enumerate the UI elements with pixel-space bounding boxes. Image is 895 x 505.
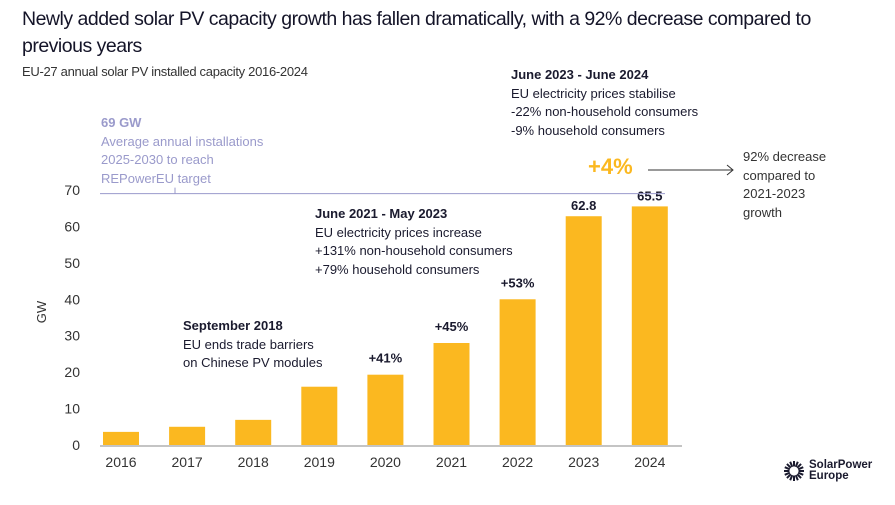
page-title: Newly added solar PV capacity growth has…: [22, 8, 811, 57]
y-tick-label: 30: [64, 328, 80, 344]
target-annotation: 69 GW Average annual installations 2025-…: [101, 114, 263, 188]
sep2018-annotation-title: September 2018: [183, 318, 283, 333]
jun2021-annotation-line: +131% non-household consumers: [315, 243, 513, 258]
target-annotation-line: 2025-2030 to reach: [101, 152, 214, 167]
target-annotation-line: REPowerEU target: [101, 170, 211, 186]
jun2023-annotation-line: -9% household consumers: [511, 122, 665, 138]
bar-2016: [103, 431, 139, 445]
x-tick-label: 2023: [568, 454, 599, 470]
y-tick-label: 70: [64, 182, 80, 198]
x-tick-label: 2022: [502, 454, 533, 470]
jun2021-annotation-line: +79% household consumers: [315, 261, 480, 277]
y-tick-label: 0: [72, 437, 80, 453]
target-annotation-line: Average annual installations: [101, 133, 264, 149]
jun2023-annotation: June 2023 - June 2024 EU electricity pri…: [511, 66, 698, 140]
bar-2019: [301, 386, 338, 445]
sep2018-annotation-line: on Chinese PV modules: [183, 355, 323, 370]
y-axis-label: GW: [34, 300, 49, 323]
jun2021-annotation: June 2021 - May 2023 EU electricity pric…: [315, 205, 513, 279]
data-label: +45%: [435, 319, 469, 334]
jun2021-annotation-line: EU electricity prices increase: [315, 224, 482, 240]
data-label: +53%: [501, 275, 535, 290]
decrease-annotation: 92% decrease compared to 2021-2023 growt…: [743, 148, 826, 222]
chart-subtitle: EU-27 annual solar PV installed capacity…: [22, 64, 308, 79]
bar-2024: [631, 206, 668, 445]
y-tick-label: 40: [64, 291, 80, 307]
x-tick-label: 2018: [238, 454, 269, 470]
y-tick-label: 50: [64, 255, 80, 271]
bar-2020: [367, 374, 404, 445]
jun2023-annotation-line: EU electricity prices stabilise: [511, 85, 676, 101]
sep2018-annotation: September 2018 EU ends trade barriers on…: [183, 317, 322, 373]
bar-2021: [433, 343, 470, 445]
x-tick-label: 2024: [634, 454, 665, 470]
decrease-annotation-line: growth: [743, 204, 783, 220]
jun2023-annotation-line: -22% non-household consumers: [511, 104, 699, 119]
jun2021-annotation-title: June 2021 - May 2023: [315, 206, 448, 221]
y-tick-label: 10: [64, 401, 80, 417]
arrow-icon: [648, 164, 734, 176]
logo-text-line2: Europe: [809, 470, 849, 482]
sun-icon: [784, 461, 804, 481]
bar-2023: [565, 216, 602, 445]
x-tick-label: 2020: [370, 454, 401, 470]
x-tick-label: 2016: [105, 454, 136, 470]
x-tick-label: 2019: [304, 454, 335, 470]
data-label: 62.8: [571, 198, 596, 213]
decrease-annotation-line: 2021-2023: [743, 186, 806, 201]
x-tick-label: 2017: [172, 454, 203, 470]
sep2018-annotation-line: EU ends trade barriers: [183, 336, 314, 352]
data-label: 65.5: [637, 188, 662, 203]
logo-text-line1: SolarPower: [809, 459, 873, 471]
bar-2022: [499, 299, 536, 445]
y-tick-label: 20: [64, 364, 80, 380]
target-annotation-title: 69 GW: [101, 115, 142, 130]
bar-2017: [169, 426, 206, 445]
decrease-annotation-line: 92% decrease: [743, 149, 827, 164]
bar-2018: [235, 419, 272, 445]
data-label: +41%: [369, 351, 403, 366]
y-tick-label: 60: [64, 218, 80, 234]
decrease-annotation-line: compared to: [743, 167, 816, 183]
jun2023-annotation-title: June 2023 - June 2024: [511, 67, 649, 82]
x-tick-label: 2021: [436, 454, 467, 470]
growth-2024-label: +4%: [588, 154, 633, 179]
solarpower-europe-logo: SolarPower Europe: [783, 459, 873, 482]
